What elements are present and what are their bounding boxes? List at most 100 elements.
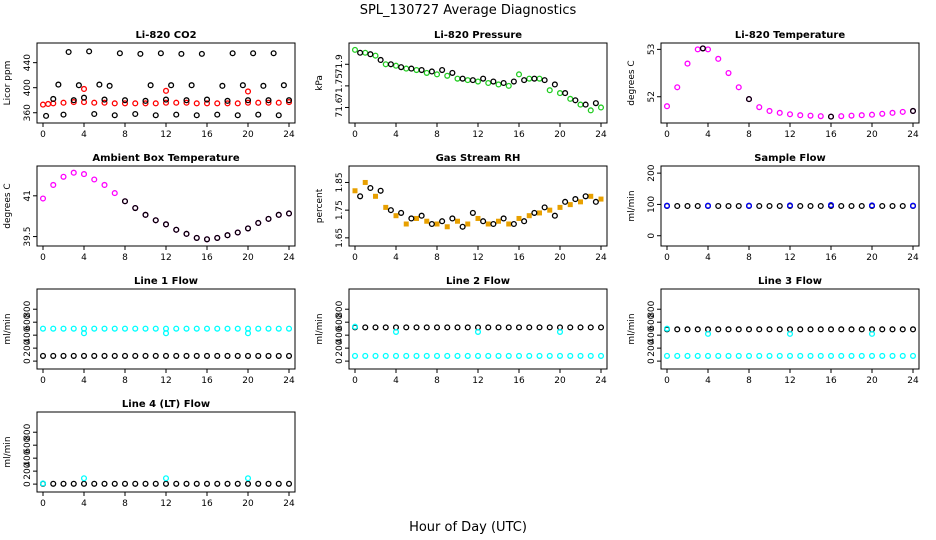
data-point <box>428 68 435 75</box>
data-point <box>392 62 400 69</box>
data-point <box>663 352 671 359</box>
data-point <box>868 330 876 337</box>
x-tick-label: 0 <box>40 376 46 386</box>
chart-panel-6: Sample Flow 0 4 8 12 16 20 24 0 100 200 ml/min <box>627 153 920 263</box>
data-point <box>684 60 691 67</box>
data-point <box>285 97 293 104</box>
x-tick-label: 0 <box>352 130 358 140</box>
data-point <box>193 325 200 332</box>
data-point <box>255 352 262 359</box>
x-tick-label: 20 <box>866 376 878 386</box>
data-point <box>255 480 262 487</box>
data-point <box>694 46 701 53</box>
x-tick-label: 0 <box>40 130 46 140</box>
data-point <box>562 198 569 205</box>
data-point <box>444 224 450 230</box>
data-point <box>510 78 517 85</box>
data-point <box>234 100 241 107</box>
data-point <box>715 202 722 210</box>
data-point <box>132 480 139 487</box>
data-point <box>142 325 149 332</box>
y-axis-label: ml/min <box>627 313 637 344</box>
data-point <box>173 480 180 487</box>
data-point <box>899 352 906 359</box>
data-point <box>162 87 170 94</box>
data-point <box>485 79 492 87</box>
data-point <box>572 196 579 203</box>
data-point <box>39 325 47 332</box>
data-point <box>60 99 67 106</box>
data-point <box>858 202 865 210</box>
data-point <box>776 109 783 116</box>
data-point <box>909 107 917 114</box>
data-point <box>704 330 712 337</box>
data-point <box>495 352 502 359</box>
data-point <box>152 100 159 107</box>
data-point <box>60 352 67 359</box>
data-point <box>465 221 471 227</box>
data-point <box>116 50 123 57</box>
x-tick-label: 20 <box>866 253 878 263</box>
data-point <box>275 99 282 106</box>
data-point <box>537 210 542 216</box>
data-point <box>203 325 211 332</box>
data-point <box>745 202 753 209</box>
data-point <box>39 480 47 487</box>
chart-panel-10: Line 4 (LT) Flow 0 4 8 12 16 20 24 0 200400600800… <box>3 399 296 509</box>
x-tick-label: 16 <box>201 499 213 509</box>
panel-title: Ambient Box Temperature <box>92 153 239 164</box>
data-point <box>142 211 149 218</box>
x-tick-label: 20 <box>242 253 254 263</box>
panel-title: Li-820 Pressure <box>434 30 522 41</box>
data-point <box>60 111 67 118</box>
data-point <box>674 84 681 91</box>
data-point <box>372 324 379 331</box>
x-tick-label: 0 <box>664 253 670 263</box>
data-point <box>152 480 159 487</box>
y-tick-label: 200 <box>335 339 345 356</box>
panel-title: Gas Stream RH <box>436 153 521 164</box>
panel-title: Line 2 Flow <box>446 276 510 287</box>
x-tick-label: 12 <box>160 376 171 386</box>
data-point <box>183 325 190 332</box>
x-tick-label: 20 <box>554 253 566 263</box>
data-point <box>203 100 211 107</box>
x-tick-label: 24 <box>595 253 607 263</box>
data-point <box>464 352 471 359</box>
y-tick-label: 400 <box>23 79 33 96</box>
data-point <box>899 202 906 210</box>
data-point <box>111 480 118 487</box>
data-point <box>546 324 553 331</box>
data-point <box>101 325 108 332</box>
data-point <box>173 352 180 359</box>
data-point <box>183 480 190 487</box>
x-tick-label: 16 <box>201 253 213 263</box>
data-point <box>485 324 492 331</box>
x-tick-label: 4 <box>393 376 399 386</box>
x-tick-label: 0 <box>352 376 358 386</box>
data-point <box>449 69 456 76</box>
plot-frame <box>660 42 920 124</box>
data-point <box>244 352 252 359</box>
data-point <box>234 480 241 487</box>
y-tick-label: 0 <box>335 358 345 364</box>
data-point <box>403 221 409 227</box>
data-point <box>715 352 722 359</box>
data-point <box>193 100 200 107</box>
data-point <box>879 352 886 359</box>
data-point <box>39 101 47 108</box>
data-point <box>515 352 523 359</box>
data-point <box>817 113 824 120</box>
data-point <box>198 50 205 57</box>
chart-panel-1: Li-820 CO2 0 4 8 12 16 20 24 360 400 440 Licor ppm <box>3 30 296 140</box>
data-series-3 <box>39 352 293 359</box>
data-point <box>704 352 712 359</box>
data-series-2 <box>357 184 599 230</box>
data-series-1 <box>663 326 917 333</box>
data-point <box>423 69 430 76</box>
y-tick-label: 1.65 <box>335 228 345 248</box>
data-point <box>162 221 170 228</box>
data-point <box>459 75 466 82</box>
data-point <box>909 326 917 333</box>
